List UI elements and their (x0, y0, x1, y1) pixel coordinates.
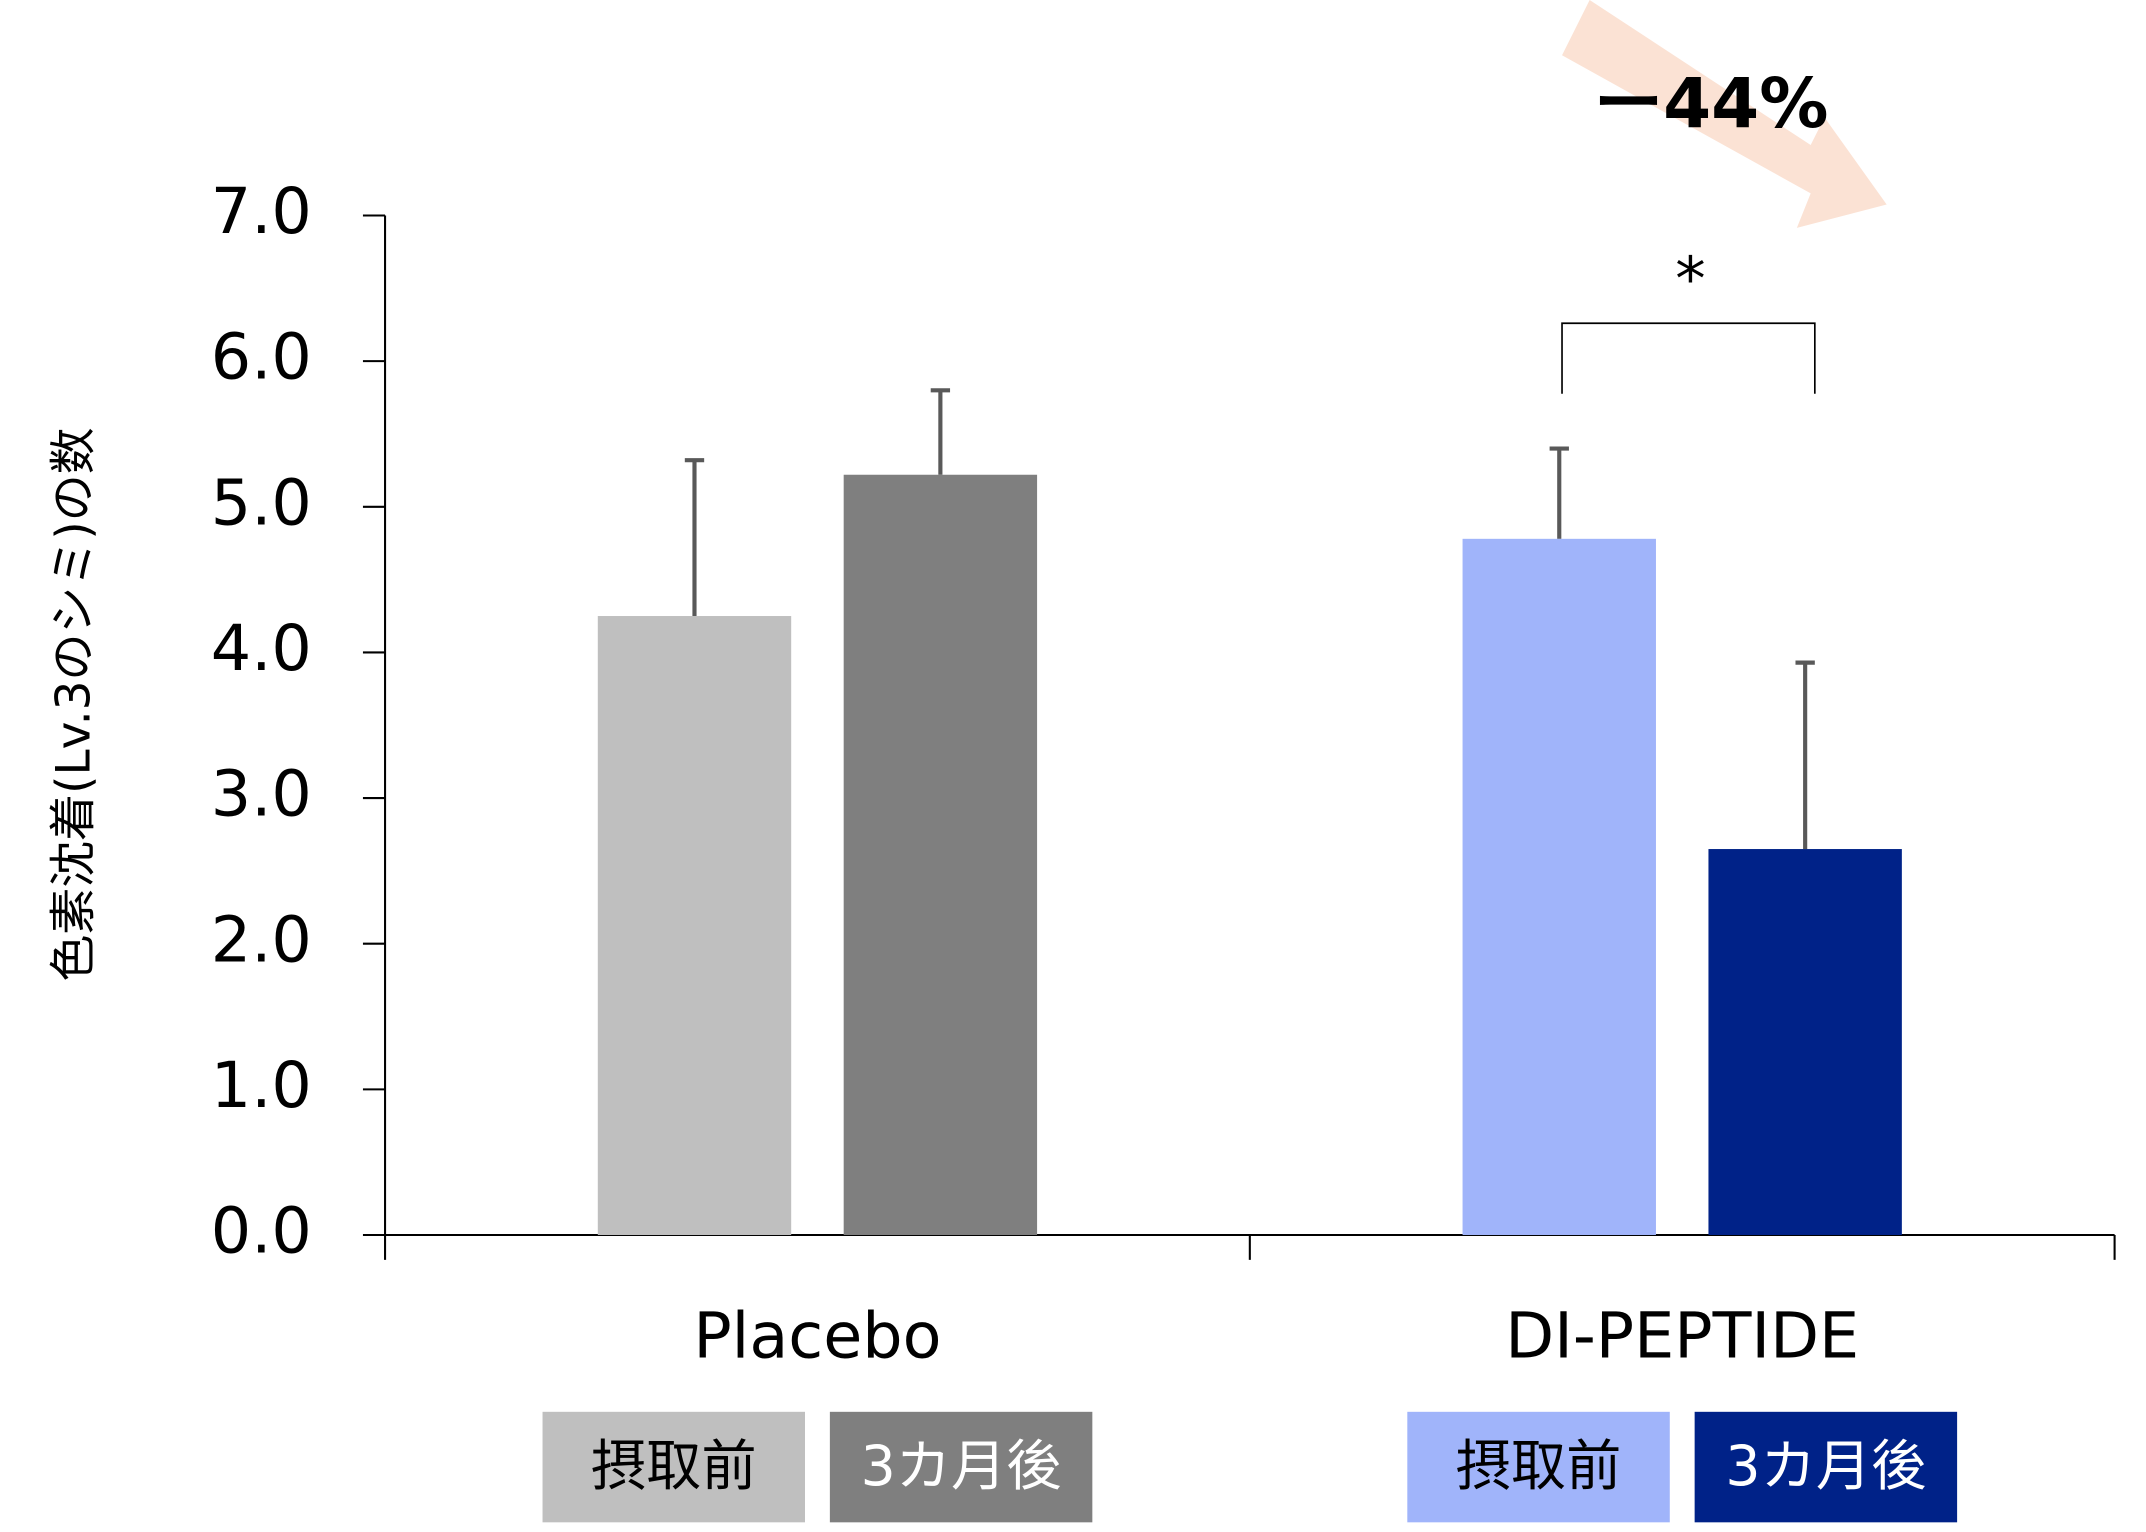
change-annotation: ー44% (1594, 64, 1828, 144)
legend-swatch (542, 1411, 806, 1523)
bar (843, 474, 1038, 1235)
significance-bracket (1561, 322, 1816, 394)
y-tick-label: 3.0 (211, 757, 312, 831)
legend-swatch (1407, 1411, 1670, 1523)
y-tick-label: 7.0 (211, 174, 312, 248)
x-tick-label: Placebo (693, 1299, 941, 1373)
legend-swatch (1694, 1411, 1958, 1523)
significance-mark: * (1675, 245, 1705, 315)
y-tick-label: 4.0 (211, 611, 312, 685)
bar (1708, 849, 1902, 1235)
y-tick-label: 1.0 (211, 1048, 312, 1122)
y-tick-label: 0.0 (211, 1194, 312, 1268)
y-tick-label: 5.0 (211, 465, 312, 539)
legend-label: 3カ月後 (1725, 1435, 1926, 1499)
x-tick-label: DI-PEPTIDE (1505, 1299, 1859, 1373)
bar (597, 616, 792, 1235)
y-tick-label: 6.0 (211, 320, 312, 394)
plot-area: 0.0 1.0 2.0 3.0 4.0 5.0 6.0 7.0 Placebo 摂取前 3カ月後 DI… (211, 174, 2116, 1523)
trend-arrow (1562, 0, 1887, 228)
y-axis-label: 色素沈着(Lv.3のシミ)の数 (46, 427, 101, 981)
legend-swatch (829, 1411, 1093, 1523)
legend-label: 摂取前 (1456, 1435, 1622, 1499)
legend-label: 摂取前 (591, 1435, 757, 1499)
legend-label: 3カ月後 (861, 1435, 1062, 1499)
y-tick-label: 2.0 (211, 902, 312, 976)
bar (1462, 538, 1656, 1235)
